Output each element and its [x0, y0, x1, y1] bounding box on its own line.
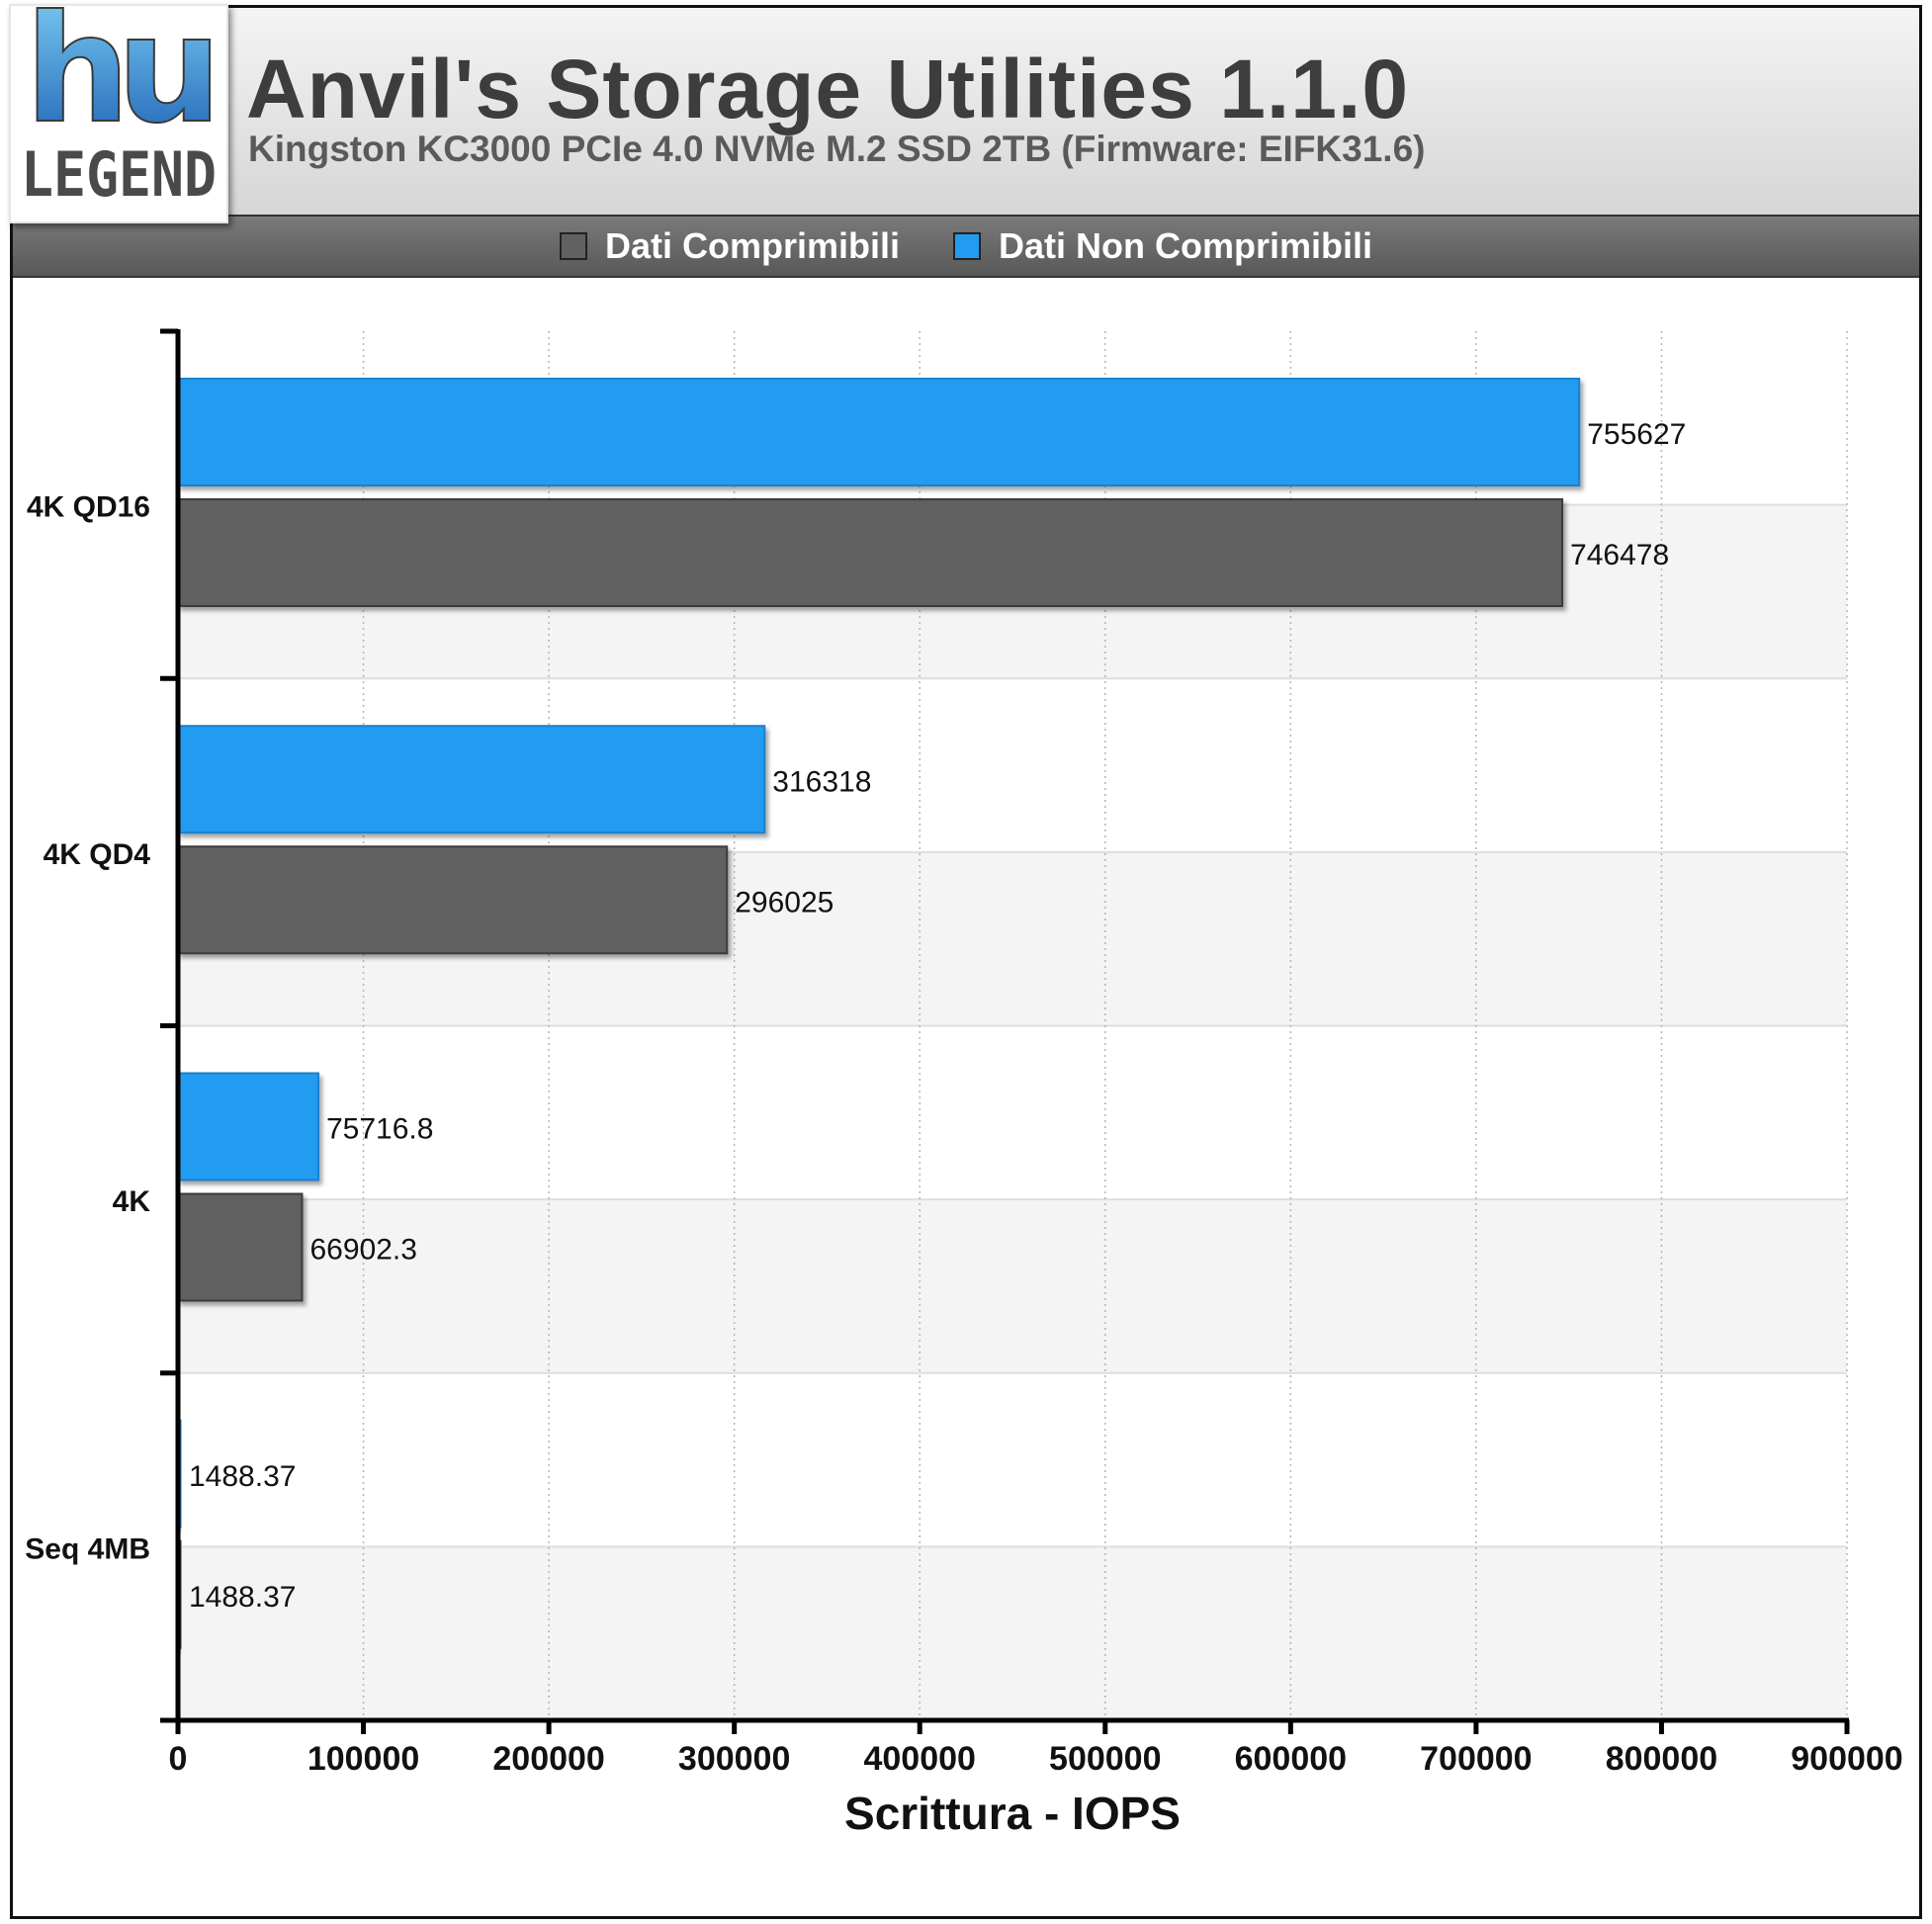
- bar-value-label: 316318: [772, 765, 871, 798]
- bar-value-label: 1488.37: [189, 1460, 296, 1493]
- chart-subtitle: Kingston KC3000 PCIe 4.0 NVMe M.2 SSD 2T…: [248, 129, 1426, 169]
- bar-value-label: 66902.3: [309, 1234, 416, 1267]
- legend: Dati Comprimibili Dati Non Comprimibili: [13, 215, 1919, 278]
- chart-title: Anvil's Storage Utilities 1.1.0: [246, 43, 1410, 135]
- category-label: 4K: [113, 1185, 151, 1218]
- legend-item-compressible: Dati Comprimibili: [559, 225, 901, 267]
- bar-value-label: 746478: [1570, 539, 1669, 571]
- bar-value-label: 75716.8: [326, 1113, 433, 1146]
- legend-swatch-incompressible: [953, 232, 982, 260]
- legend-swatch-compressible: [559, 232, 587, 260]
- bar-compressible: [177, 845, 729, 955]
- bar-value-label: 755627: [1587, 418, 1686, 451]
- legend-item-incompressible: Dati Non Comprimibili: [953, 225, 1372, 267]
- hwlegend-logo: hu LEGEND: [9, 4, 228, 223]
- x-tick-label: 200000: [492, 1740, 604, 1778]
- x-tick-label: 500000: [1049, 1740, 1161, 1778]
- svg-text:LEGEND: LEGEND: [21, 138, 217, 211]
- x-tick-label: 0: [169, 1740, 188, 1778]
- bar-incompressible: [177, 725, 766, 834]
- bar-compressible: [177, 1192, 304, 1302]
- legend-label-compressible: Dati Comprimibili: [604, 225, 901, 266]
- x-axis-title: Scrittura - IOPS: [844, 1788, 1181, 1839]
- row-band: [178, 1199, 1847, 1373]
- svg-text:hu: hu: [25, 4, 211, 156]
- bar-compressible: [177, 498, 1564, 607]
- row-band: [178, 1546, 1847, 1720]
- category-label: 4K QD4: [44, 838, 151, 871]
- x-tick-label: 900000: [1791, 1740, 1902, 1778]
- x-tick-label: 400000: [863, 1740, 975, 1778]
- chart-header: Anvil's Storage Utilities 1.1.0 Kingston…: [13, 8, 1919, 217]
- x-tick-label: 300000: [678, 1740, 790, 1778]
- bar-value-label: 1488.37: [189, 1581, 296, 1614]
- bar-incompressible: [177, 1072, 320, 1181]
- x-tick-label: 600000: [1235, 1740, 1347, 1778]
- legend-label-incompressible: Dati Non Comprimibili: [999, 225, 1373, 266]
- category-label: Seq 4MB: [25, 1532, 150, 1565]
- x-tick-label: 800000: [1606, 1740, 1717, 1778]
- x-tick-label: 700000: [1420, 1740, 1532, 1778]
- bar-incompressible: [177, 378, 1581, 486]
- x-tick-label: 100000: [307, 1740, 419, 1778]
- bar-value-label: 296025: [735, 886, 834, 918]
- category-label: 4K QD16: [27, 491, 150, 524]
